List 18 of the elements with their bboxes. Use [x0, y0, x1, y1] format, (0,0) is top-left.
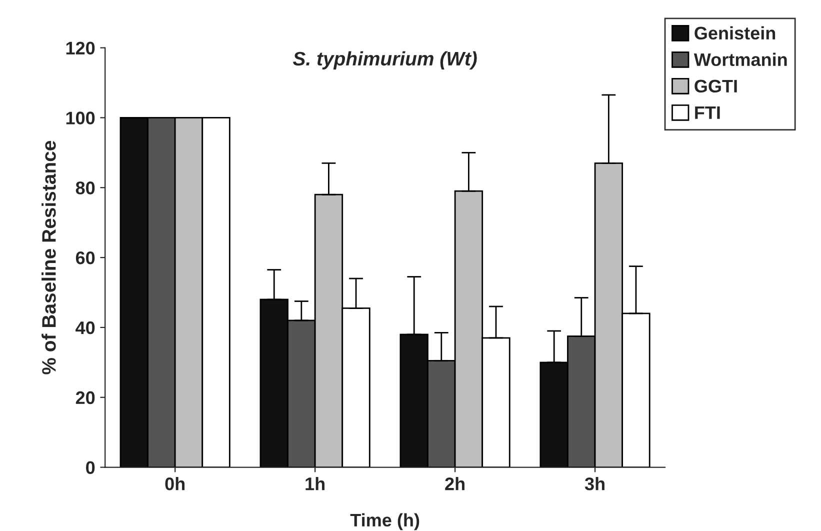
y-tick-label: 120 [66, 42, 95, 55]
x-tick-label: 1h [306, 477, 324, 490]
x-tick-label: 2h [445, 477, 464, 490]
legend-label: Wortmanin [694, 52, 787, 66]
x-tick-label: 0h [165, 477, 184, 490]
y-tick-label: 80 [76, 182, 95, 194]
x-axis-title: Time (h) [350, 513, 420, 530]
legend-label: FTI [695, 106, 720, 119]
x-tick-label: 3h [584, 477, 604, 490]
legend-label: GGTI [694, 80, 737, 93]
y-tick-label: 100 [66, 112, 95, 124]
legend-label: Genistein [694, 26, 776, 40]
y-axis-title: % of Baseline Resistance [42, 140, 56, 374]
chart-title: S. typhimurium (Wt) [292, 51, 477, 70]
y-tick-label: 60 [76, 251, 95, 264]
y-tick-label: 40 [76, 321, 95, 334]
y-tick-label: 0 [86, 461, 95, 474]
y-tick-label: 20 [76, 391, 95, 404]
